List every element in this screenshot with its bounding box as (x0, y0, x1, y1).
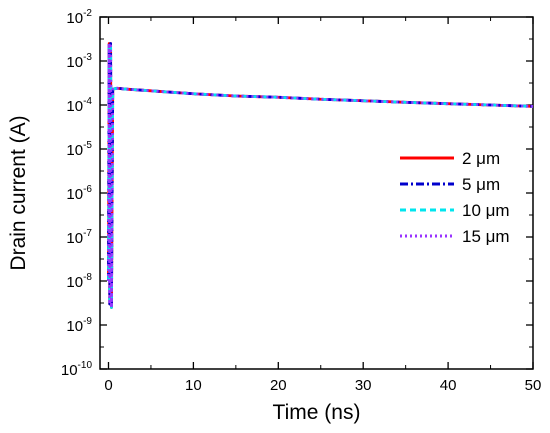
y-tick-base: 10 (66, 274, 83, 291)
x-tick-label: 30 (355, 377, 372, 394)
y-tick-label: 10-10 (61, 360, 93, 379)
y-tick-base: 10 (66, 98, 83, 115)
x-axis-ticks: 0 10 20 30 40 50 (104, 17, 541, 394)
y-tick-base: 10 (66, 230, 83, 247)
x-tick-label: 0 (104, 377, 112, 394)
y-tick-label: 10-8 (66, 272, 92, 291)
series-line-4 (107, 42, 534, 309)
y-tick-exponent: -10 (78, 360, 93, 371)
x-tick-label: 50 (525, 377, 542, 394)
y-tick-label: 10-5 (66, 140, 92, 159)
y-tick-label: 10-3 (66, 52, 92, 71)
legend: 2 μm 5 μm 10 μm 15 μm (400, 149, 510, 246)
y-tick-exponent: -7 (83, 228, 92, 239)
y-tick-base: 10 (66, 54, 83, 71)
legend-label-1: 2 μm (462, 149, 500, 168)
y-tick-exponent: -8 (83, 272, 92, 283)
x-tick-label: 20 (270, 377, 287, 394)
y-tick-base: 10 (66, 186, 83, 203)
y-tick-label: 10-7 (66, 228, 92, 247)
y-axis-title: Drain current (A) (7, 115, 30, 270)
y-tick-base: 10 (66, 142, 83, 159)
x-tick-label: 40 (440, 377, 457, 394)
y-tick-exponent: -5 (83, 140, 92, 151)
y-tick-exponent: -6 (83, 184, 92, 195)
legend-label-3: 10 μm (462, 201, 510, 220)
y-tick-base: 10 (61, 362, 78, 379)
x-tick-label: 10 (185, 377, 202, 394)
y-tick-label: 10-2 (66, 8, 92, 27)
y-tick-label: 10-4 (66, 96, 92, 115)
y-tick-label: 10-9 (66, 316, 92, 335)
y-tick-label: 10-6 (66, 184, 92, 203)
series-layer (107, 42, 534, 309)
y-tick-exponent: -9 (83, 316, 92, 327)
x-axis-title: Time (ns) (273, 401, 361, 424)
y-tick-base: 10 (66, 10, 83, 27)
y-axis-ticks: 10-210-310-410-510-610-710-810-910-10 (61, 8, 533, 379)
legend-label-4: 15 μm (462, 227, 510, 246)
y-tick-exponent: -2 (83, 8, 92, 19)
legend-label-2: 5 μm (462, 175, 500, 194)
y-tick-exponent: -3 (83, 52, 92, 63)
y-tick-base: 10 (66, 318, 83, 335)
y-tick-exponent: -4 (83, 96, 92, 107)
